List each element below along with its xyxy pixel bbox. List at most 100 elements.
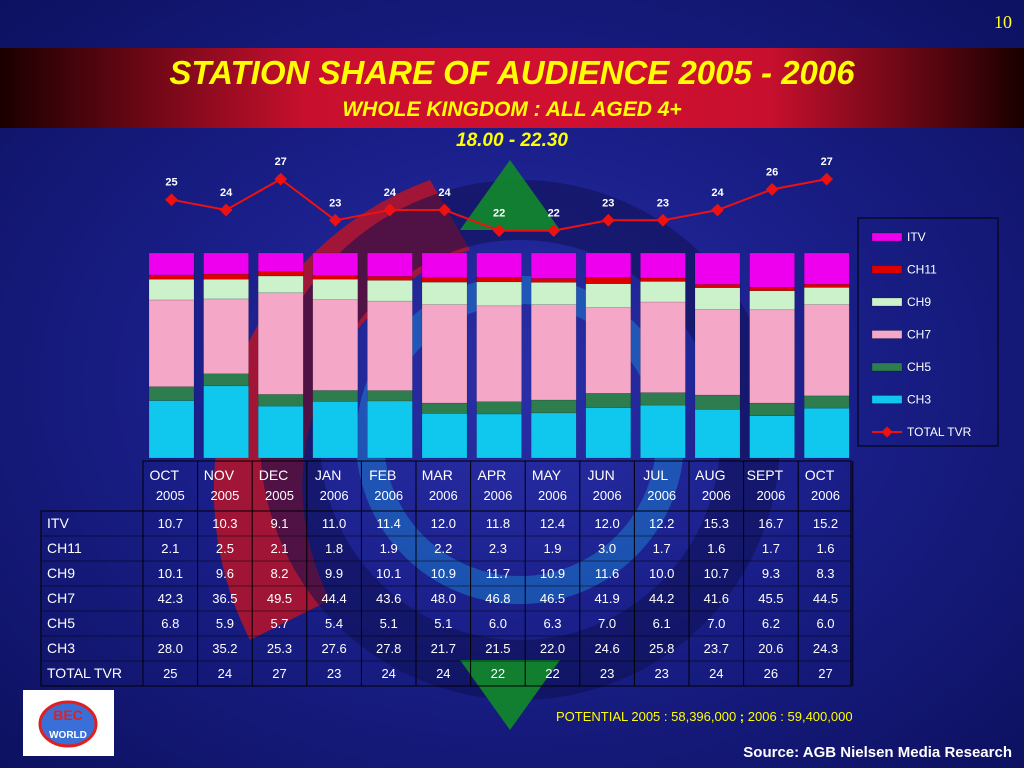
bar-segment-ch11 bbox=[749, 286, 795, 291]
title-band bbox=[0, 48, 1024, 128]
potential-2006: 2006 : 59,400,000 bbox=[747, 709, 853, 724]
table-cell: 1.6 bbox=[816, 541, 834, 556]
legend-swatch-marker bbox=[881, 426, 893, 438]
legend-label: CH11 bbox=[907, 263, 937, 277]
table-cell: 15.3 bbox=[704, 516, 729, 531]
table-cell: 7.0 bbox=[707, 616, 725, 631]
table-cell: 12.0 bbox=[431, 516, 456, 531]
table-header-year: 2005 bbox=[210, 488, 239, 503]
table-cell: 48.0 bbox=[431, 591, 456, 606]
table-row-label: TOTAL TVR bbox=[47, 665, 122, 681]
table-cell: 24 bbox=[381, 666, 395, 681]
table-header-month: APR bbox=[478, 467, 507, 483]
table-header-year: 2006 bbox=[811, 488, 840, 503]
table-cell: 26 bbox=[764, 666, 778, 681]
bar-segment-itv bbox=[640, 252, 686, 279]
legend-swatch-ch9 bbox=[871, 297, 903, 307]
table-body-frame bbox=[40, 510, 852, 687]
table-cell: 10.0 bbox=[649, 566, 674, 581]
table-cell: 22 bbox=[491, 666, 505, 681]
bar-segment-ch11 bbox=[421, 277, 468, 283]
chart-subtitle: WHOLE KINGDOM : ALL AGED 4+ bbox=[342, 98, 682, 121]
legend-label: CH7 bbox=[907, 328, 931, 342]
table-cell: 10.7 bbox=[158, 516, 183, 531]
table-cell: 9.9 bbox=[325, 566, 343, 581]
bar-segment-ch7 bbox=[203, 298, 249, 374]
table-cell: 44.2 bbox=[649, 591, 674, 606]
stacked-bars bbox=[148, 252, 850, 459]
table-cell: 11.7 bbox=[486, 566, 510, 581]
table-cell: 1.8 bbox=[325, 541, 343, 556]
bar-segment-ch11 bbox=[640, 277, 686, 282]
table-header-year: 2005 bbox=[265, 488, 294, 503]
bar-segment-ch7 bbox=[803, 304, 850, 397]
table-header-month: MAR bbox=[422, 467, 453, 483]
bar-segment-itv bbox=[203, 252, 249, 275]
bar-segment-ch11 bbox=[148, 274, 195, 280]
tvr-data-label: 26 bbox=[766, 166, 778, 178]
table-cell: 6.0 bbox=[489, 616, 507, 631]
table-cell: 22.0 bbox=[540, 641, 565, 656]
bar-segment-ch9 bbox=[257, 275, 304, 294]
tvr-data-label: 27 bbox=[275, 156, 287, 168]
table-cell: 25.3 bbox=[267, 641, 292, 656]
bar-segment-ch9 bbox=[749, 290, 795, 311]
table-header-month: AUG bbox=[695, 467, 725, 483]
bar-segment-ch11 bbox=[803, 283, 850, 288]
bar-segment-ch11 bbox=[312, 275, 359, 280]
bar-segment-ch5 bbox=[203, 373, 249, 387]
bar-segment-ch7 bbox=[476, 305, 522, 402]
tvr-point bbox=[219, 203, 233, 217]
tvr-point bbox=[165, 193, 178, 207]
table-cell: 41.6 bbox=[704, 591, 729, 606]
bar-segment-ch9 bbox=[367, 280, 413, 302]
table-row-label: ITV bbox=[47, 515, 69, 531]
legend-label: CH9 bbox=[907, 295, 931, 309]
bar-segment-ch3 bbox=[421, 413, 468, 459]
bar-segment-ch11 bbox=[530, 278, 577, 283]
bar-segment-ch11 bbox=[476, 276, 522, 283]
bar-segment-ch9 bbox=[148, 278, 195, 301]
table-cell: 44.4 bbox=[321, 591, 346, 606]
table-header-year: 2006 bbox=[429, 488, 458, 503]
table-cell: 2.2 bbox=[434, 541, 452, 556]
bar-segment-itv bbox=[257, 252, 304, 272]
bar-segment-ch3 bbox=[530, 412, 577, 459]
table-cell: 11.4 bbox=[377, 516, 401, 531]
table-cell: 5.1 bbox=[434, 616, 452, 631]
tvr-data-label: 24 bbox=[384, 187, 397, 199]
bec-world-logo-icon: BEC WORLD bbox=[23, 690, 114, 756]
bar-segment-ch11 bbox=[694, 284, 741, 288]
table-cell: 12.0 bbox=[594, 516, 619, 531]
table-header-month: NOV bbox=[204, 467, 235, 483]
bar-segment-ch9 bbox=[312, 278, 359, 300]
table-cell: 20.6 bbox=[758, 641, 783, 656]
bar-segment-ch5 bbox=[694, 394, 741, 410]
table-header-year: 2005 bbox=[156, 488, 185, 503]
bar-segment-ch7 bbox=[312, 299, 359, 391]
table-cell: 11.0 bbox=[322, 516, 346, 531]
page-number: 10 bbox=[994, 12, 1012, 32]
table-header-year: 2006 bbox=[647, 488, 676, 503]
table-header-month: OCT bbox=[805, 467, 835, 483]
table-cell: 5.9 bbox=[216, 616, 234, 631]
table-cell: 7.0 bbox=[598, 616, 616, 631]
table-cell: 11.6 bbox=[595, 566, 619, 581]
table-header-month: MAY bbox=[532, 467, 562, 483]
source-credit: Source: AGB Nielsen Media Research bbox=[743, 744, 1012, 761]
bar-segment-itv bbox=[476, 252, 522, 278]
table-cell: 5.1 bbox=[380, 616, 398, 631]
potential-note: POTENTIAL 2005 : 58,396,000 ; 2006 : 59,… bbox=[556, 709, 853, 724]
table-cell: 2.3 bbox=[489, 541, 507, 556]
bar-segment-ch5 bbox=[803, 395, 850, 409]
legend-swatch-ch11 bbox=[871, 265, 903, 274]
table-cell: 1.6 bbox=[707, 541, 725, 556]
bar-segment-itv bbox=[530, 252, 577, 279]
table-header-month: JUN bbox=[587, 467, 614, 483]
table-header-month: DEC bbox=[259, 467, 289, 483]
logo-text-bec: BEC bbox=[53, 707, 83, 723]
bar-segment-ch3 bbox=[312, 401, 359, 459]
table-cell: 6.2 bbox=[762, 616, 780, 631]
table-cell: 27.6 bbox=[321, 641, 346, 656]
legend-label: TOTAL TVR bbox=[907, 425, 972, 439]
